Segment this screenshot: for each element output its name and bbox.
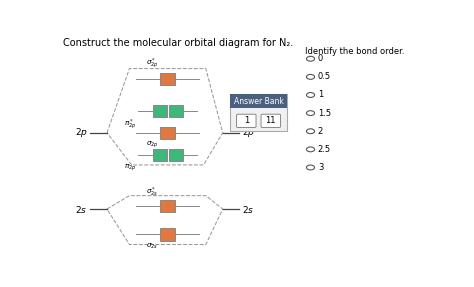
- FancyBboxPatch shape: [153, 149, 166, 161]
- FancyBboxPatch shape: [160, 200, 175, 212]
- FancyBboxPatch shape: [153, 104, 166, 117]
- Text: $\sigma^*_{2s}$: $\sigma^*_{2s}$: [146, 185, 158, 199]
- Text: $2p$: $2p$: [242, 126, 255, 139]
- FancyBboxPatch shape: [261, 114, 281, 127]
- FancyBboxPatch shape: [230, 94, 287, 108]
- Text: 1.5: 1.5: [318, 108, 331, 118]
- Text: 0.5: 0.5: [318, 72, 331, 82]
- Text: 2.5: 2.5: [318, 145, 331, 154]
- FancyBboxPatch shape: [237, 114, 256, 127]
- FancyBboxPatch shape: [160, 127, 175, 139]
- Text: $2s$: $2s$: [75, 203, 88, 214]
- FancyBboxPatch shape: [169, 104, 182, 117]
- Text: $2s$: $2s$: [242, 203, 255, 214]
- FancyBboxPatch shape: [230, 94, 287, 131]
- Text: $\sigma_{2s}$: $\sigma_{2s}$: [146, 241, 158, 251]
- Text: $2p$: $2p$: [74, 126, 88, 139]
- Text: 2: 2: [318, 127, 323, 136]
- Text: $\sigma_{2p}$: $\sigma_{2p}$: [146, 139, 158, 150]
- FancyBboxPatch shape: [169, 149, 182, 161]
- Text: 3: 3: [318, 163, 323, 172]
- Text: 11: 11: [265, 116, 276, 125]
- FancyBboxPatch shape: [160, 73, 175, 85]
- Text: Answer Bank: Answer Bank: [234, 96, 283, 106]
- Text: Construct the molecular orbital diagram for N₂.: Construct the molecular orbital diagram …: [63, 38, 293, 48]
- Text: Identify the bond order.: Identify the bond order.: [305, 46, 405, 56]
- FancyBboxPatch shape: [160, 228, 175, 241]
- Text: 1: 1: [244, 116, 249, 125]
- Text: 1: 1: [318, 90, 323, 100]
- Text: $\sigma^*_{2p}$: $\sigma^*_{2p}$: [146, 57, 158, 71]
- Text: $\pi^*_{2p}$: $\pi^*_{2p}$: [124, 118, 137, 133]
- Text: $\pi_{2p}$: $\pi_{2p}$: [124, 162, 137, 172]
- Text: 0: 0: [318, 54, 323, 63]
